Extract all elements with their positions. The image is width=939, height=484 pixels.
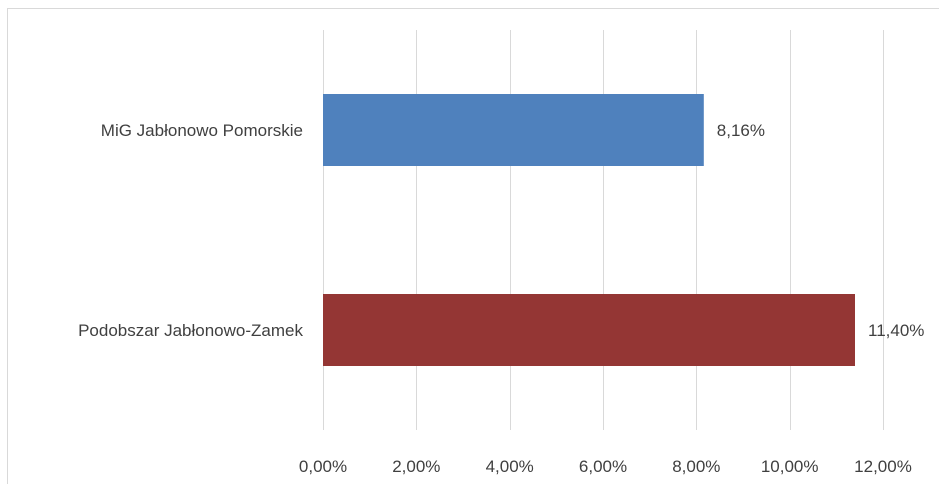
x-tick-label: 0,00% xyxy=(299,457,347,476)
bars xyxy=(323,94,855,366)
x-tick-label: 8,00% xyxy=(672,457,720,476)
x-tick-label: 10,00% xyxy=(761,457,819,476)
data-label: 11,40% xyxy=(868,321,924,340)
x-axis-tick-labels: 0,00% 2,00% 4,00% 6,00% 8,00% 10,00% 12,00% xyxy=(299,457,912,476)
x-tick-label: 4,00% xyxy=(486,457,534,476)
category-label: Podobszar Jabłonowo-Zamek xyxy=(78,321,303,340)
x-tick-label: 2,00% xyxy=(392,457,440,476)
bar xyxy=(323,94,704,166)
x-tick-label: 6,00% xyxy=(579,457,627,476)
bar xyxy=(323,294,855,366)
category-labels: MiG Jabłonowo Pomorskie Podobszar Jabłono… xyxy=(78,121,303,340)
data-label: 8,16% xyxy=(717,121,765,140)
category-label: MiG Jabłonowo Pomorskie xyxy=(101,121,303,140)
data-labels: 8,16% 11,40% xyxy=(717,121,925,340)
gridlines xyxy=(323,30,884,430)
x-tick-label: 12,00% xyxy=(854,457,912,476)
